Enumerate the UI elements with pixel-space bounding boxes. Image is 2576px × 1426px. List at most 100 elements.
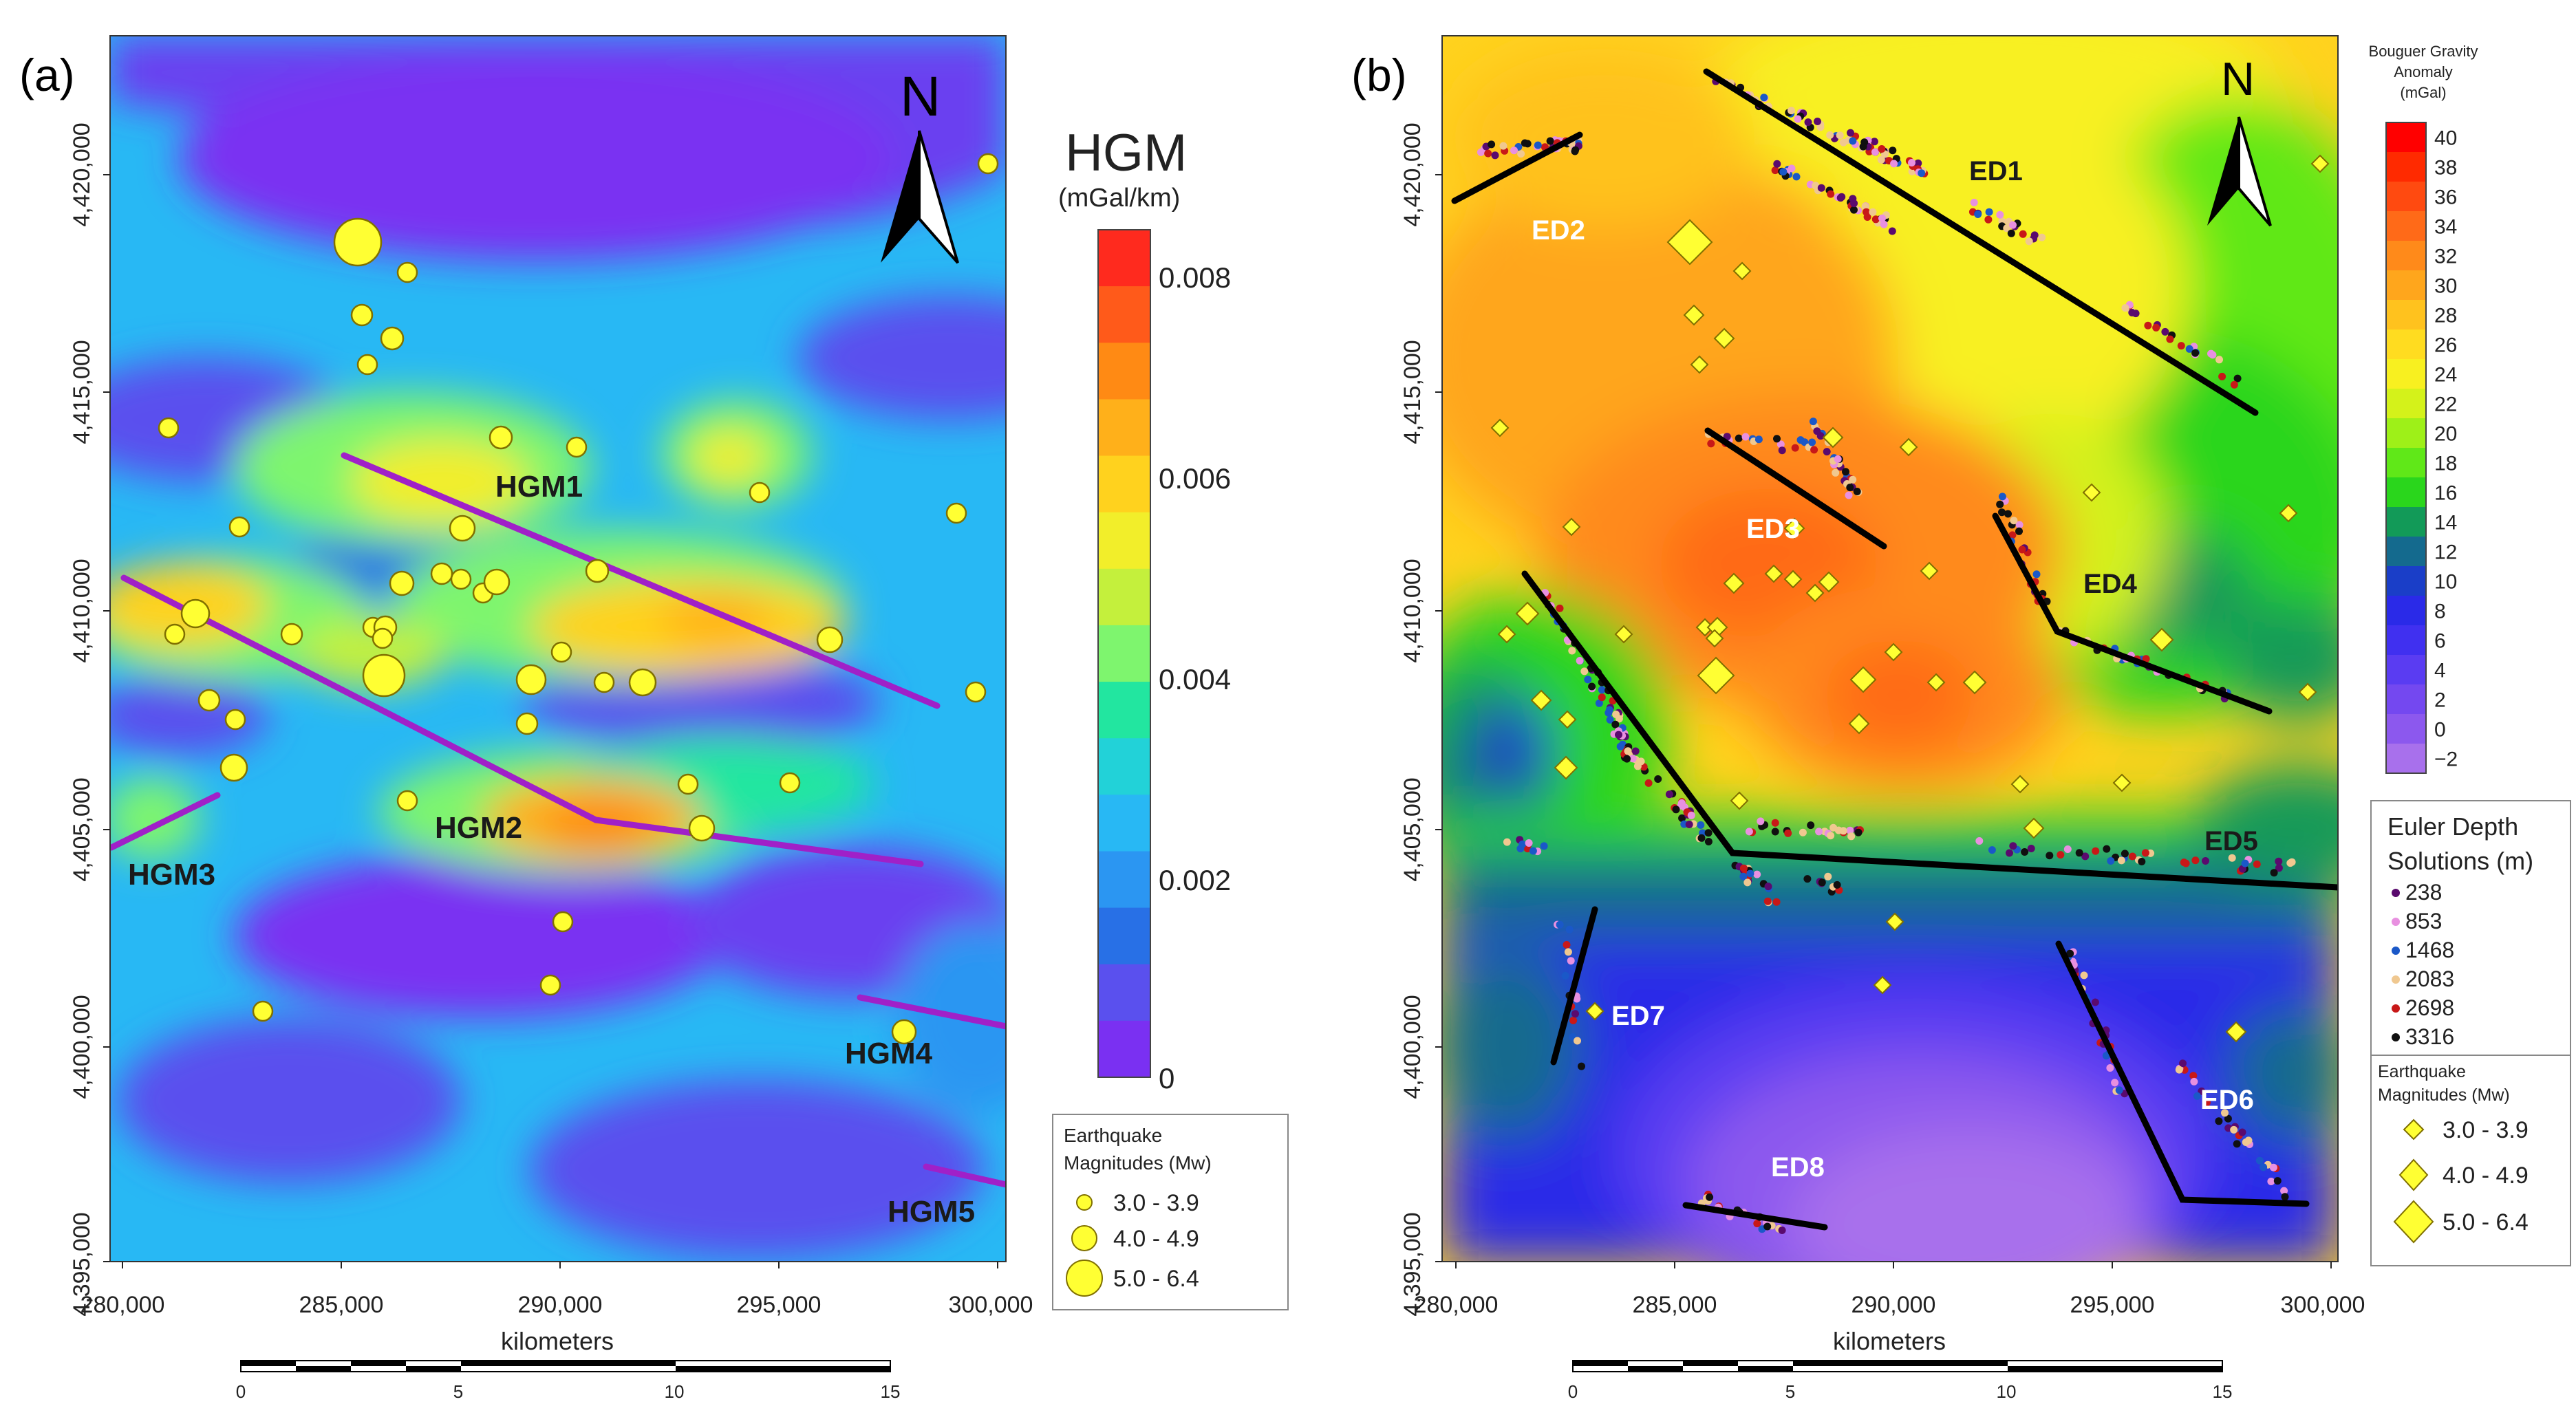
- y-axis-a: 4,420,000 4,415,000 4,410,000 4,405,000 …: [69, 122, 95, 1316]
- earthquake-marker: [228, 516, 250, 538]
- panel-a-map: [110, 36, 1006, 1262]
- x-tick-label: 300,000: [2281, 1292, 2365, 1318]
- panel-b-label: (b): [1351, 50, 1407, 100]
- ed1-label: ED1: [1969, 156, 2023, 186]
- earthquake-marker: [197, 689, 221, 712]
- earthquake-marker: [1690, 355, 1709, 374]
- earthquake-marker: [515, 712, 539, 735]
- earthquake-marker: [1920, 561, 1939, 581]
- colorbar-label: 6: [2434, 629, 2446, 652]
- euler-solution-dot: [2018, 545, 2026, 554]
- colorbar-swatch: [2386, 537, 2426, 567]
- earthquake-markers-b: [1490, 154, 2330, 1043]
- euler-solution-dot: [1996, 500, 2004, 508]
- north-label-a: N: [900, 65, 941, 128]
- ed6-line: [2055, 940, 2310, 1207]
- euler-solution-dot: [1824, 872, 1832, 881]
- earthquake-marker: [1515, 601, 1540, 626]
- earthquake-marker: [1558, 710, 1577, 729]
- euler-solution-dot: [2193, 1092, 2201, 1100]
- euler-solution-dot: [1697, 834, 1706, 842]
- euler-solution-dot: [1574, 1037, 1581, 1045]
- euler-solution-dot: [1826, 131, 1834, 139]
- euler-solution-dot: [2242, 1138, 2250, 1146]
- euler-solution-dot: [2008, 531, 2017, 539]
- euler-solution-dot: [2241, 859, 2249, 867]
- colorbar-swatch: [2386, 714, 2426, 744]
- euler-solution-dot: [1849, 475, 1857, 484]
- colorbar-label: −2: [2434, 748, 2458, 770]
- colorbar-label: 0: [1159, 1062, 1174, 1094]
- colorbar-label: 30: [2434, 274, 2457, 297]
- euler-solution-dot: [1573, 995, 1581, 1003]
- earthquake-marker: [489, 425, 513, 450]
- euler-solution-dot: [1807, 821, 1815, 830]
- euler-solution-dot: [1598, 693, 1606, 702]
- earthquake-marker: [2023, 817, 2045, 839]
- euler-solution-dot: [2057, 851, 2065, 859]
- colorbar-swatch: [2386, 507, 2426, 537]
- earthquake-marker: [2082, 483, 2101, 502]
- euler-solution-dot: [2141, 849, 2149, 857]
- earthquake-marker: [380, 326, 405, 351]
- euler-solution-dot: [1859, 142, 1867, 151]
- hgm-lineaments: [110, 452, 1006, 1188]
- euler-solution-dot: [1707, 440, 1715, 448]
- colorbar-label: 0: [2434, 718, 2446, 741]
- north-arrow-icon: [881, 131, 919, 263]
- euler-solution-dot: [1488, 140, 1496, 149]
- euler-solution-dot: [1612, 711, 1620, 718]
- colorbar-swatch: [2386, 152, 2426, 182]
- euler-solution-dot: [2273, 1177, 2282, 1185]
- ed6-label: ED6: [2200, 1085, 2254, 1115]
- north-arrow-b: N: [2207, 53, 2272, 227]
- euler-solution-dot: [2007, 229, 2015, 237]
- colorbar-swatch: [1098, 512, 1150, 570]
- euler-solution-dot: [1644, 779, 1653, 787]
- legend-item: 3.0 - 3.9: [2443, 1117, 2529, 1143]
- panel-b-map: [1442, 36, 2338, 1262]
- earthquake-marker: [1805, 583, 1825, 603]
- euler-solution-dot: [2004, 510, 2012, 518]
- earthquake-marker: [2310, 154, 2330, 173]
- legend-title: Earthquake: [2378, 1062, 2466, 1081]
- colorbar-swatch: [1098, 343, 1150, 400]
- euler-solution-dot: [1760, 94, 1768, 102]
- colorbar-swatch: [1098, 907, 1150, 965]
- colorbar-swatch: [1098, 795, 1150, 852]
- euler-solution-dot: [1697, 821, 1705, 829]
- euler-solution-dot: [1791, 444, 1799, 452]
- y-tick-label: 4,420,000: [1399, 122, 1426, 226]
- euler-solution-dot: [1561, 971, 1569, 980]
- euler-solution-dot: [1777, 440, 1785, 449]
- colorbar-swatch: [2386, 477, 2426, 508]
- colorbar-swatch: [2386, 448, 2426, 478]
- euler-solution-dot: [1704, 829, 1713, 837]
- euler-solution-dot: [2270, 869, 2278, 877]
- colorbar-swatch: [1098, 964, 1150, 1022]
- scale-bar-b: 0 5 10 15: [1568, 1360, 2232, 1402]
- legend-marker: [2392, 975, 2400, 984]
- euler-solution-dot: [1839, 138, 1847, 147]
- euler-solution-dot: [1988, 846, 1996, 854]
- euler-solution-dot: [1706, 1193, 1714, 1201]
- euler-solution-dot: [1525, 839, 1533, 847]
- x-axis-b: 280,000 285,000 290,000 295,000 300,000 …: [1414, 1292, 2365, 1355]
- legend-title: Earthquake: [1064, 1125, 1162, 1146]
- euler-solution-dot: [1518, 840, 1527, 848]
- earthquake-marker: [483, 568, 511, 596]
- colorbar-title: (mGal): [2400, 84, 2446, 101]
- earthquake-marker: [449, 515, 476, 542]
- earthquake-marker: [333, 217, 383, 267]
- ed4-line: [1992, 512, 2273, 715]
- euler-solution-dot: [2286, 859, 2295, 867]
- euler-solution-dot: [1880, 220, 1888, 228]
- euler-solution-dot: [2015, 527, 2023, 535]
- euler-solution-dot: [1491, 151, 1499, 160]
- earthquake-marker: [1818, 571, 1840, 593]
- colorbar-swatch: [2386, 744, 2426, 774]
- euler-solution-dot: [1739, 864, 1748, 872]
- colorbar-label: 24: [2434, 363, 2457, 386]
- euler-solution-dot: [1888, 227, 1896, 235]
- earthquake-marker: [396, 790, 418, 812]
